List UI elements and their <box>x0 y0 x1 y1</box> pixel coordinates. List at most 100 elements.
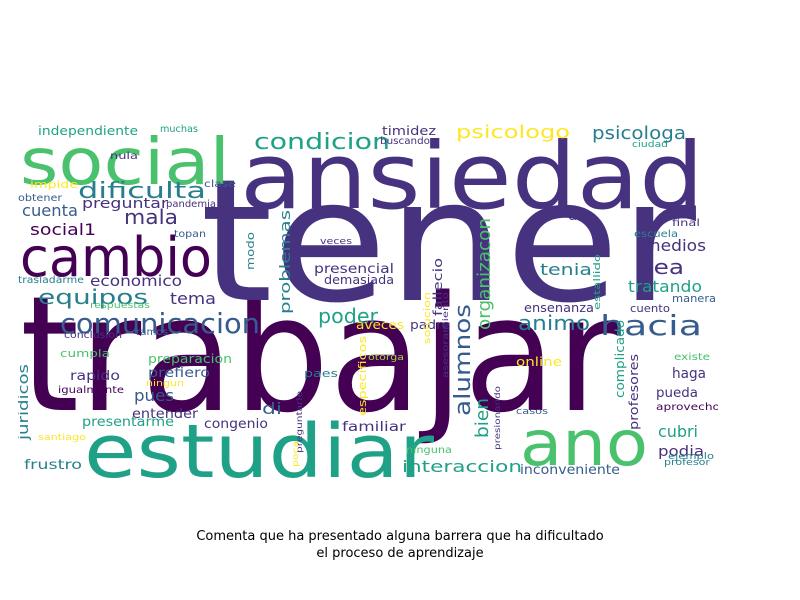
cloud-word-cambio: cambio <box>20 226 212 289</box>
cloud-word-independiente: independiente <box>38 124 138 138</box>
cloud-word-preguntar: preguntar <box>82 196 168 212</box>
cloud-word-tener: tener <box>200 143 696 341</box>
cloud-word-animo: animo <box>518 311 590 335</box>
cloud-word-haga: haga <box>672 366 706 382</box>
cloud-word-congenio: congenio <box>204 417 268 432</box>
cloud-word-padre: padre <box>410 318 450 332</box>
cloud-word-complicado: complicado <box>613 320 627 398</box>
cloud-word-pandemia: pandemia <box>166 199 216 210</box>
cloud-word-aveces: aveces <box>356 318 404 332</box>
cloud-word-impide: impide <box>30 178 78 191</box>
cloud-word-podia: podia <box>658 444 704 460</box>
cloud-word-familiar: familiar <box>342 420 407 435</box>
cloud-word-casos: casos <box>516 407 548 417</box>
cloud-word-ningun: ningun <box>146 379 184 389</box>
cloud-word-solucion: solucion <box>423 292 433 344</box>
cloud-word-social1: social1 <box>30 220 96 239</box>
cloud-word-muchas: muchas <box>160 124 198 135</box>
cloud-word-ano: ano <box>520 407 648 480</box>
cloud-word-modo: modo <box>244 232 257 270</box>
cloud-word-ciudad: ciudad <box>632 140 668 150</box>
cloud-word-economico: economico <box>90 272 182 290</box>
cloud-word-organizacon: organizacon <box>474 218 495 330</box>
cloud-word-asesoramiento: asesoramiento <box>441 292 450 378</box>
cloud-word-buscando: buscando <box>380 136 430 147</box>
cloud-word-interaccion: interaccion <box>402 457 522 476</box>
cloud-word-preparacion: preparacion <box>148 352 232 366</box>
cloud-word-nula: nula <box>110 151 138 162</box>
cloud-word-juridicos: juridicos <box>18 364 32 441</box>
cloud-word-rapido: rapido <box>70 369 120 384</box>
cloud-word-estallido: estallido <box>593 253 603 310</box>
cloud-word-manera: manera <box>672 292 716 305</box>
cloud-word-respuestas: respuestas <box>90 301 150 311</box>
cloud-word-santiago: santiago <box>38 433 87 443</box>
cloud-word-ansiedad: ansiedad <box>240 123 704 230</box>
cloud-word-profesores: profesores <box>627 354 641 430</box>
cloud-word-cuenta: cuenta <box>22 201 78 220</box>
cloud-word-pues: pues <box>134 386 174 405</box>
cloud-word-di: di <box>262 399 282 418</box>
cloud-word-existe: existe <box>674 352 710 363</box>
caption-line-1: Comenta que ha presentado alguna barrera… <box>196 529 604 544</box>
cloud-word-entender: entender <box>132 407 199 422</box>
cloud-word-tema: tema <box>170 289 216 308</box>
cloud-word-presencial: presencial <box>314 262 394 277</box>
cloud-word-fallecio: fallecio <box>431 258 445 316</box>
cloud-word-estudiar: estudiar <box>84 409 435 480</box>
cloud-word-ninguna: ninguna <box>406 445 452 456</box>
cloud-word-especificos: especificos <box>356 336 369 416</box>
cloud-word-presentarme: presentarme <box>82 415 174 430</box>
cloud-word-obtener: obtener <box>18 193 63 204</box>
cloud-word-prefiero: prefiero <box>148 366 210 381</box>
cloud-word-equipos: equipos <box>38 285 148 309</box>
cloud-word-trabajar: trabajar <box>20 261 618 448</box>
cloud-word-topan: topan <box>174 229 206 240</box>
cloud-word-presionando: presionando <box>493 386 502 450</box>
cloud-word-ejemplo: ejemplo <box>668 452 715 462</box>
cloud-word-condicion: condicion <box>254 130 390 155</box>
cloud-word-mala: mala <box>124 205 178 229</box>
cloud-word-alumnos: alumnos <box>451 304 476 416</box>
cloud-word-otorga: otorga <box>368 353 404 363</box>
cloud-word-poder: poder <box>318 304 379 328</box>
cloud-word-medios: medios <box>644 236 706 255</box>
cloud-word-igualmente: igualmente <box>58 385 124 396</box>
cloud-word-preguntarle: preguntarle <box>295 391 304 453</box>
cloud-word-cubri: cubri <box>658 422 698 441</box>
cloud-word-tea: tea <box>644 255 684 279</box>
cloud-word-veces: veces <box>320 237 352 247</box>
cloud-word-tenia: tenia <box>540 260 592 279</box>
cloud-word-profesor: profesor <box>664 458 710 468</box>
cloud-word-demasiada: demasiada <box>324 273 394 287</box>
caption: Comenta que ha presentado alguna barrera… <box>100 528 700 562</box>
cloud-word-psicologa: psicologa <box>592 123 686 144</box>
cloud-word-conclusion: conclusion <box>64 330 122 341</box>
cloud-word-final: final <box>672 218 700 229</box>
cloud-word-escuela: escuela <box>634 229 678 240</box>
caption-line-2: el proceso de aprendizaje <box>316 546 484 561</box>
cloud-word-online: online <box>516 355 562 369</box>
cloud-word-trasladarme: trasladarme <box>18 275 84 286</box>
cloud-word-hacia: hacia <box>600 309 702 342</box>
cloud-word-ensenanza: ensenanza <box>524 301 594 315</box>
cloud-word-problemas: problemas <box>278 210 294 314</box>
cloud-word-psicologo: psicologo <box>456 122 570 143</box>
cloud-word-ramos: ramos <box>136 327 168 338</box>
cloud-word-dificulta: dificulta <box>78 179 206 204</box>
cloud-word-cuento: cuento <box>630 302 670 315</box>
cloud-word-cumpla: cumpla <box>60 347 110 360</box>
cloud-word-social: social <box>20 126 230 200</box>
cloud-word-pueda: pueda <box>656 386 698 401</box>
cloud-word-dar: dar <box>568 209 592 223</box>
cloud-word-clase: clase <box>204 179 236 190</box>
cloud-word-poca: poca <box>291 441 300 467</box>
cloud-word-tratando: tratando <box>628 277 702 296</box>
cloud-word-timidez: timidez <box>382 124 436 138</box>
cloud-word-frustro: frustro <box>24 458 82 473</box>
cloud-word-comunicacion: comunicacion <box>60 307 260 340</box>
cloud-word-bien: bien <box>472 398 493 438</box>
cloud-word-paes: paes <box>304 367 338 380</box>
